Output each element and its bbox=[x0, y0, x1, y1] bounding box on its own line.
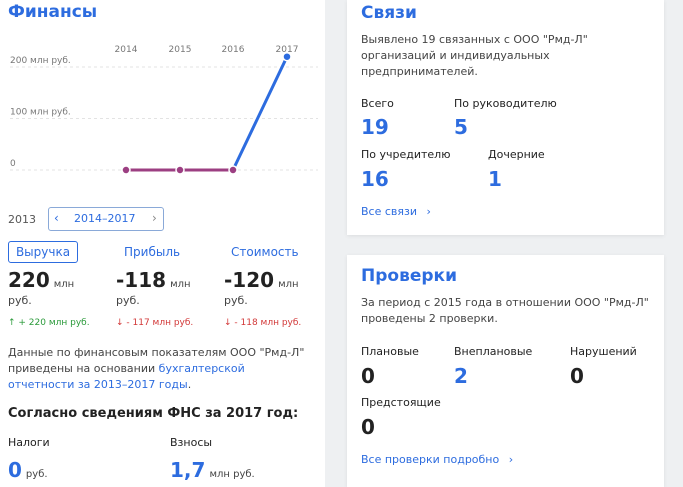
finance-note: Данные по финансовым показателям ООО "Рм… bbox=[8, 345, 323, 393]
desc-line: предпринимателей. bbox=[361, 65, 478, 78]
y-tick-label: 0 bbox=[10, 159, 16, 169]
total-label: Всего bbox=[361, 97, 394, 110]
accounting-link-cont[interactable]: отчетности за 2013–2017 годы bbox=[8, 378, 188, 391]
unplanned-value[interactable]: 2 bbox=[454, 364, 468, 388]
contributions-amount: 1,7 bbox=[170, 458, 206, 482]
data-point bbox=[121, 165, 131, 175]
by-director-value[interactable]: 5 bbox=[454, 115, 468, 139]
metric-value-cost: -120 млн bbox=[224, 268, 299, 292]
metric-revenue: 220 млн bbox=[8, 268, 74, 292]
y-tick-label: 200 млн руб. bbox=[10, 56, 71, 66]
metric-unit2: руб. bbox=[224, 294, 248, 307]
by-founder-value[interactable]: 16 bbox=[361, 167, 389, 191]
subsidiaries-value[interactable]: 1 bbox=[488, 167, 502, 191]
chevron-right-icon[interactable]: › bbox=[152, 211, 157, 225]
metric-profit: -118 млн bbox=[116, 268, 191, 292]
metric-unit2: руб. bbox=[116, 294, 140, 307]
y-tick-label: 100 млн руб. bbox=[10, 108, 71, 118]
accounting-link[interactable]: бухгалтерской bbox=[158, 362, 245, 375]
period-start-year: 2013 bbox=[8, 213, 36, 226]
metric-unit2: руб. bbox=[8, 294, 32, 307]
subsidiaries-label: Дочерние bbox=[488, 148, 545, 161]
metric-unit: млн bbox=[278, 279, 299, 290]
contributions-value: 1,7 млн руб. bbox=[170, 458, 255, 482]
metric-value: 220 bbox=[8, 268, 50, 292]
upcoming-value: 0 bbox=[361, 415, 375, 439]
metric-value: -120 bbox=[224, 268, 275, 292]
total-value[interactable]: 19 bbox=[361, 115, 389, 139]
data-point bbox=[175, 165, 185, 175]
finance-card: Финансы 200 млн руб. 100 млн руб. 0 2014 201… bbox=[0, 0, 325, 487]
all-connections-label[interactable]: Все связи bbox=[361, 205, 418, 218]
metric-delta: ↓ - 118 млн руб. bbox=[224, 318, 302, 328]
period-selector: ‹ 2014–2017 › bbox=[48, 207, 164, 231]
metric-unit: млн bbox=[170, 279, 191, 290]
finance-chart: 200 млн руб. 100 млн руб. 0 2014 2015 2016 201… bbox=[10, 45, 318, 175]
note-end: . bbox=[187, 378, 192, 391]
all-connections-link[interactable]: Все связи › bbox=[361, 205, 431, 218]
note-line2: приведены на основании bbox=[8, 362, 156, 375]
by-director-label: По руководителю bbox=[454, 97, 557, 110]
x-tick-label: 2016 bbox=[222, 45, 245, 55]
data-point bbox=[282, 51, 292, 62]
series-line-segment bbox=[231, 55, 289, 172]
taxes-label: Налоги bbox=[8, 436, 50, 449]
planned-value: 0 bbox=[361, 364, 375, 388]
finance-title: Финансы bbox=[8, 2, 98, 22]
tab-profit[interactable]: Прибыль bbox=[124, 245, 181, 259]
chevron-left-icon[interactable]: ‹ bbox=[54, 211, 59, 225]
desc-line: За период с 2015 года в отношении ООО "Р… bbox=[361, 296, 649, 309]
metric-value: -118 bbox=[116, 268, 167, 292]
taxes-amount: 0 bbox=[8, 458, 22, 482]
inspections-description: За период с 2015 года в отношении ООО "Р… bbox=[361, 295, 649, 327]
fns-heading: Согласно сведениям ФНС за 2017 год: bbox=[8, 406, 299, 421]
metric-delta: ↓ - 117 млн руб. bbox=[116, 318, 194, 328]
x-tick-label: 2015 bbox=[169, 45, 192, 55]
violations-value: 0 bbox=[570, 364, 584, 388]
connections-title: Связи bbox=[361, 3, 417, 23]
inspections-card: Проверки За период с 2015 года в отношен… bbox=[347, 255, 664, 487]
data-point bbox=[228, 165, 238, 175]
metric-delta: ↑ + 220 млн руб. bbox=[8, 318, 90, 328]
chevron-right-icon: › bbox=[426, 205, 431, 218]
connections-card: Связи Выявлено 19 связанных с ООО "Рмд-Л… bbox=[347, 0, 664, 235]
connections-description: Выявлено 19 связанных с ООО "Рмд-Л" орга… bbox=[361, 32, 588, 80]
note-line1: Данные по финансовым показателям ООО "Рм… bbox=[8, 346, 305, 359]
contributions-unit: млн руб. bbox=[209, 469, 255, 480]
desc-line: организаций и индивидуальных bbox=[361, 49, 550, 62]
by-founder-label: По учредителю bbox=[361, 148, 451, 161]
contributions-label: Взносы bbox=[170, 436, 213, 449]
planned-label: Плановые bbox=[361, 345, 419, 358]
upcoming-label: Предстоящие bbox=[361, 396, 441, 409]
inspections-title: Проверки bbox=[361, 266, 457, 286]
x-tick-label: 2014 bbox=[115, 45, 138, 55]
taxes-unit: руб. bbox=[25, 469, 48, 480]
desc-line: Выявлено 19 связанных с ООО "Рмд-Л" bbox=[361, 33, 588, 46]
violations-label: Нарушений bbox=[570, 345, 637, 358]
taxes-value: 0 руб. bbox=[8, 458, 48, 482]
metric-unit: млн bbox=[53, 279, 75, 290]
tab-value[interactable]: Стоимость bbox=[231, 245, 299, 259]
chevron-right-icon: › bbox=[508, 453, 514, 466]
all-inspections-label[interactable]: Все проверки подробно bbox=[361, 453, 500, 466]
all-inspections-link[interactable]: Все проверки подробно › bbox=[361, 453, 513, 466]
unplanned-label: Внеплановые bbox=[454, 345, 533, 358]
period-range[interactable]: 2014–2017 bbox=[74, 212, 136, 225]
tab-revenue[interactable]: Выручка bbox=[8, 241, 78, 263]
desc-line: проведены 2 проверки. bbox=[361, 312, 498, 325]
x-tick-label: 2017 bbox=[276, 45, 299, 55]
